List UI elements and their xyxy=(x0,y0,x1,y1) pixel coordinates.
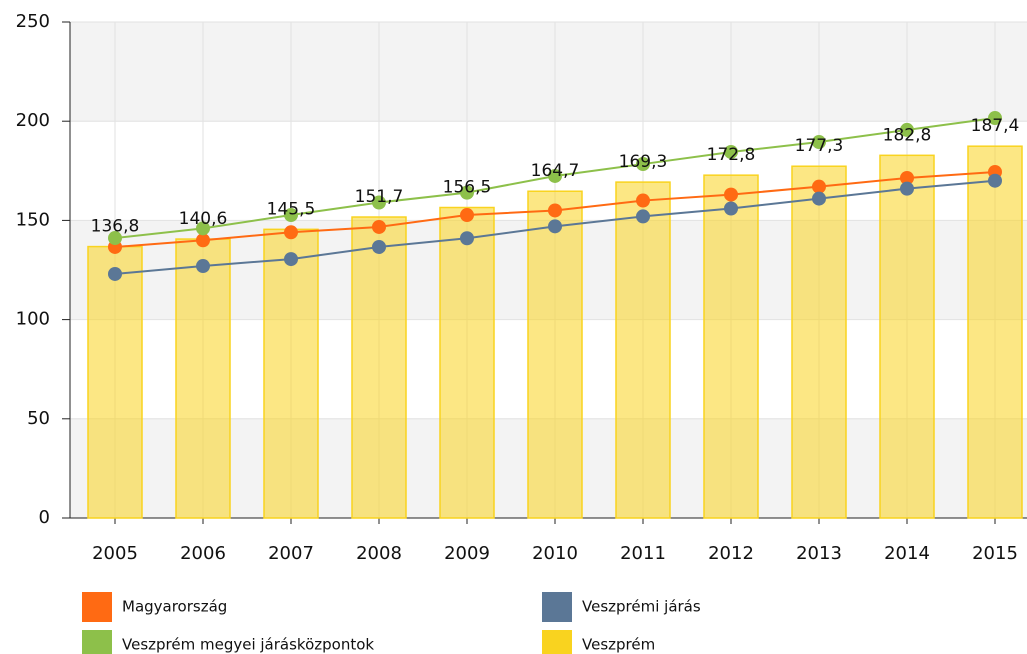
line-point xyxy=(900,181,914,196)
legend-label: Magyarország xyxy=(122,598,227,616)
legend-swatch xyxy=(542,592,572,622)
x-tick-label: 2010 xyxy=(532,543,578,564)
bar xyxy=(87,245,143,519)
line-point xyxy=(548,203,562,218)
data-label: 182,8 xyxy=(883,125,932,145)
x-tick-label: 2008 xyxy=(356,543,402,564)
bar xyxy=(263,228,319,519)
line-point xyxy=(900,170,914,185)
data-label: 164,7 xyxy=(531,161,580,181)
bar xyxy=(967,145,1023,519)
line-point xyxy=(988,111,1002,126)
x-tick-label: 2014 xyxy=(884,543,930,564)
data-label: 145,5 xyxy=(267,199,316,219)
line-point xyxy=(372,195,386,210)
line-point xyxy=(812,179,826,194)
y-tick-label: 150 xyxy=(16,209,50,230)
x-tick-label: 2012 xyxy=(708,543,754,564)
line-point xyxy=(460,185,474,200)
data-label: 172,8 xyxy=(707,145,756,165)
y-tick-label: 50 xyxy=(27,408,50,429)
line-point xyxy=(284,225,298,240)
line-point xyxy=(284,208,298,223)
legend-swatch xyxy=(542,630,572,654)
line-point xyxy=(372,219,386,234)
line-point xyxy=(636,209,650,224)
line-point xyxy=(196,259,210,274)
line-point xyxy=(900,122,914,137)
line-point xyxy=(460,231,474,246)
bar xyxy=(615,181,671,519)
legend-label: Veszprém xyxy=(582,636,655,654)
data-label: 169,3 xyxy=(619,152,668,172)
line-point xyxy=(284,252,298,267)
line-point xyxy=(196,233,210,248)
bar xyxy=(439,206,495,519)
data-label: 151,7 xyxy=(355,187,404,207)
line-point xyxy=(108,231,122,246)
bar xyxy=(791,165,847,519)
line-point xyxy=(108,266,122,281)
line-point xyxy=(196,221,210,236)
line-point xyxy=(636,193,650,208)
data-label: 187,4 xyxy=(971,116,1020,136)
y-tick-label: 100 xyxy=(16,309,50,330)
bar xyxy=(527,190,583,519)
y-tick-label: 0 xyxy=(39,507,50,528)
data-label: 140,6 xyxy=(179,209,228,229)
line-point xyxy=(636,157,650,172)
x-tick-label: 2006 xyxy=(180,543,226,564)
y-tick-label: 250 xyxy=(16,11,50,32)
x-tick-label: 2009 xyxy=(444,543,490,564)
bar xyxy=(351,216,407,519)
bar xyxy=(175,238,231,519)
plot-band xyxy=(70,22,1027,122)
line-point xyxy=(372,239,386,254)
bar xyxy=(703,174,759,519)
line-point xyxy=(724,144,738,159)
x-tick-label: 2015 xyxy=(972,543,1018,564)
bar xyxy=(879,154,935,519)
x-tick-label: 2005 xyxy=(92,543,138,564)
x-tick-label: 2011 xyxy=(620,543,666,564)
data-label: 156,5 xyxy=(443,178,492,198)
line-point xyxy=(724,201,738,216)
data-label: 136,8 xyxy=(91,217,140,237)
line-point xyxy=(988,173,1002,188)
line-point xyxy=(812,191,826,206)
line-point xyxy=(548,168,562,183)
y-tick-label: 200 xyxy=(16,110,50,131)
x-tick-label: 2013 xyxy=(796,543,842,564)
legend-swatch xyxy=(82,630,112,654)
data-label: 177,3 xyxy=(795,136,844,156)
line-point xyxy=(548,219,562,234)
x-tick-label: 2007 xyxy=(268,543,314,564)
line-point xyxy=(812,135,826,150)
legend-label: Veszprém megyei járásközpontok xyxy=(122,636,374,654)
line-point xyxy=(724,187,738,202)
legend-label: Veszprémi járás xyxy=(582,598,701,616)
line-point xyxy=(460,208,474,223)
legend-swatch xyxy=(82,592,112,622)
